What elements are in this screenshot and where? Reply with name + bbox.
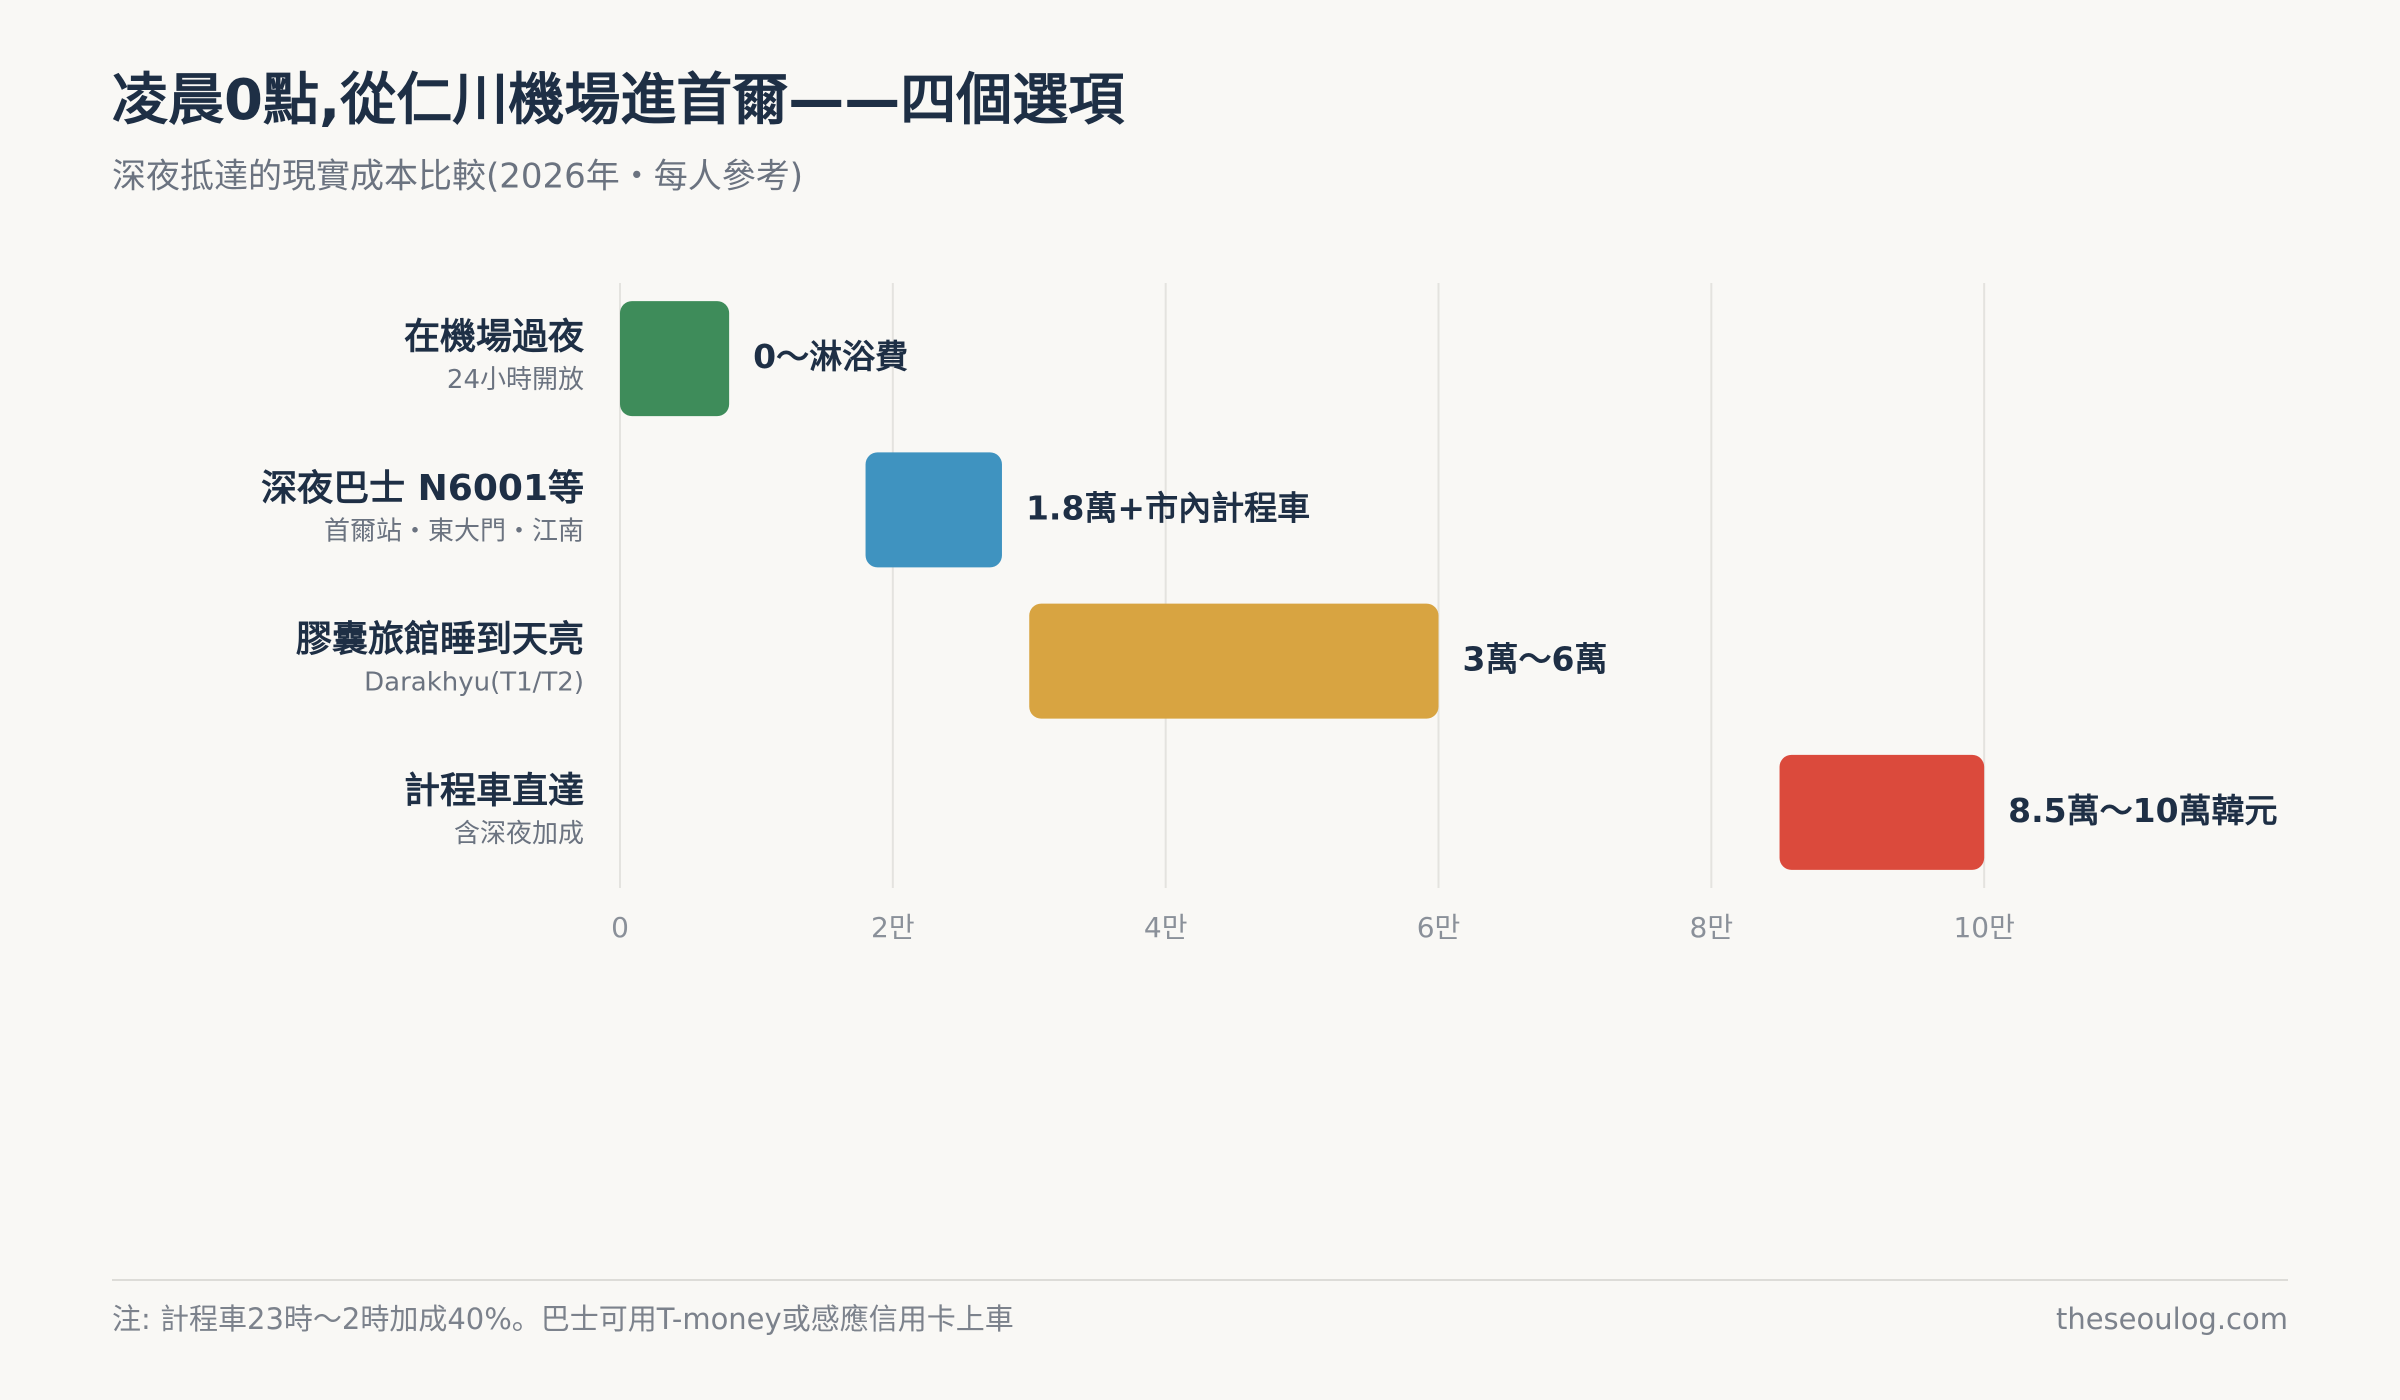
value-label: 1.8萬+市內計程車 <box>1026 488 1310 527</box>
x-tick-label: 10만 <box>1953 911 2014 944</box>
category-label: 膠囊旅館睡到天亮 <box>296 618 584 660</box>
bar <box>620 301 730 417</box>
chart-title: 凌晨0點,從仁川機場進首爾——四個選項 <box>112 68 1125 133</box>
x-tick-label: 6만 <box>1417 911 1461 944</box>
category-note: 24小時開放 <box>447 365 584 395</box>
value-label: 8.5萬～10萬韓元 <box>2008 791 2277 830</box>
x-tick-label: 4만 <box>1144 911 1188 944</box>
category-label: 在機場過夜 <box>404 317 585 358</box>
bar <box>1029 603 1439 719</box>
x-tick-label: 8만 <box>1690 911 1734 944</box>
bar <box>1779 754 1985 870</box>
source: theseoulog.com <box>2056 1302 2288 1336</box>
category-label: 深夜巴士 N6001等 <box>261 468 584 509</box>
value-label: 3萬～6萬 <box>1463 640 1608 679</box>
category-note: Darakhyu(T1/T2) <box>364 668 584 698</box>
footnote: 注: 計程車23時～2時加成40%。巴士可用T-money或感應信用卡上車 <box>112 1302 1014 1336</box>
x-tick-label: 0 <box>611 911 629 944</box>
chart-subtitle: 深夜抵達的現實成本比較(2026年・每人參考) <box>112 157 803 197</box>
x-tick-label: 2만 <box>871 911 915 944</box>
value-label: 0～淋浴費 <box>753 337 908 376</box>
category-note: 首爾站・東大門・江南 <box>324 516 584 546</box>
bar <box>865 452 1002 568</box>
category-label: 計程車直達 <box>404 770 584 811</box>
category-note: 含深夜加成 <box>454 819 584 849</box>
